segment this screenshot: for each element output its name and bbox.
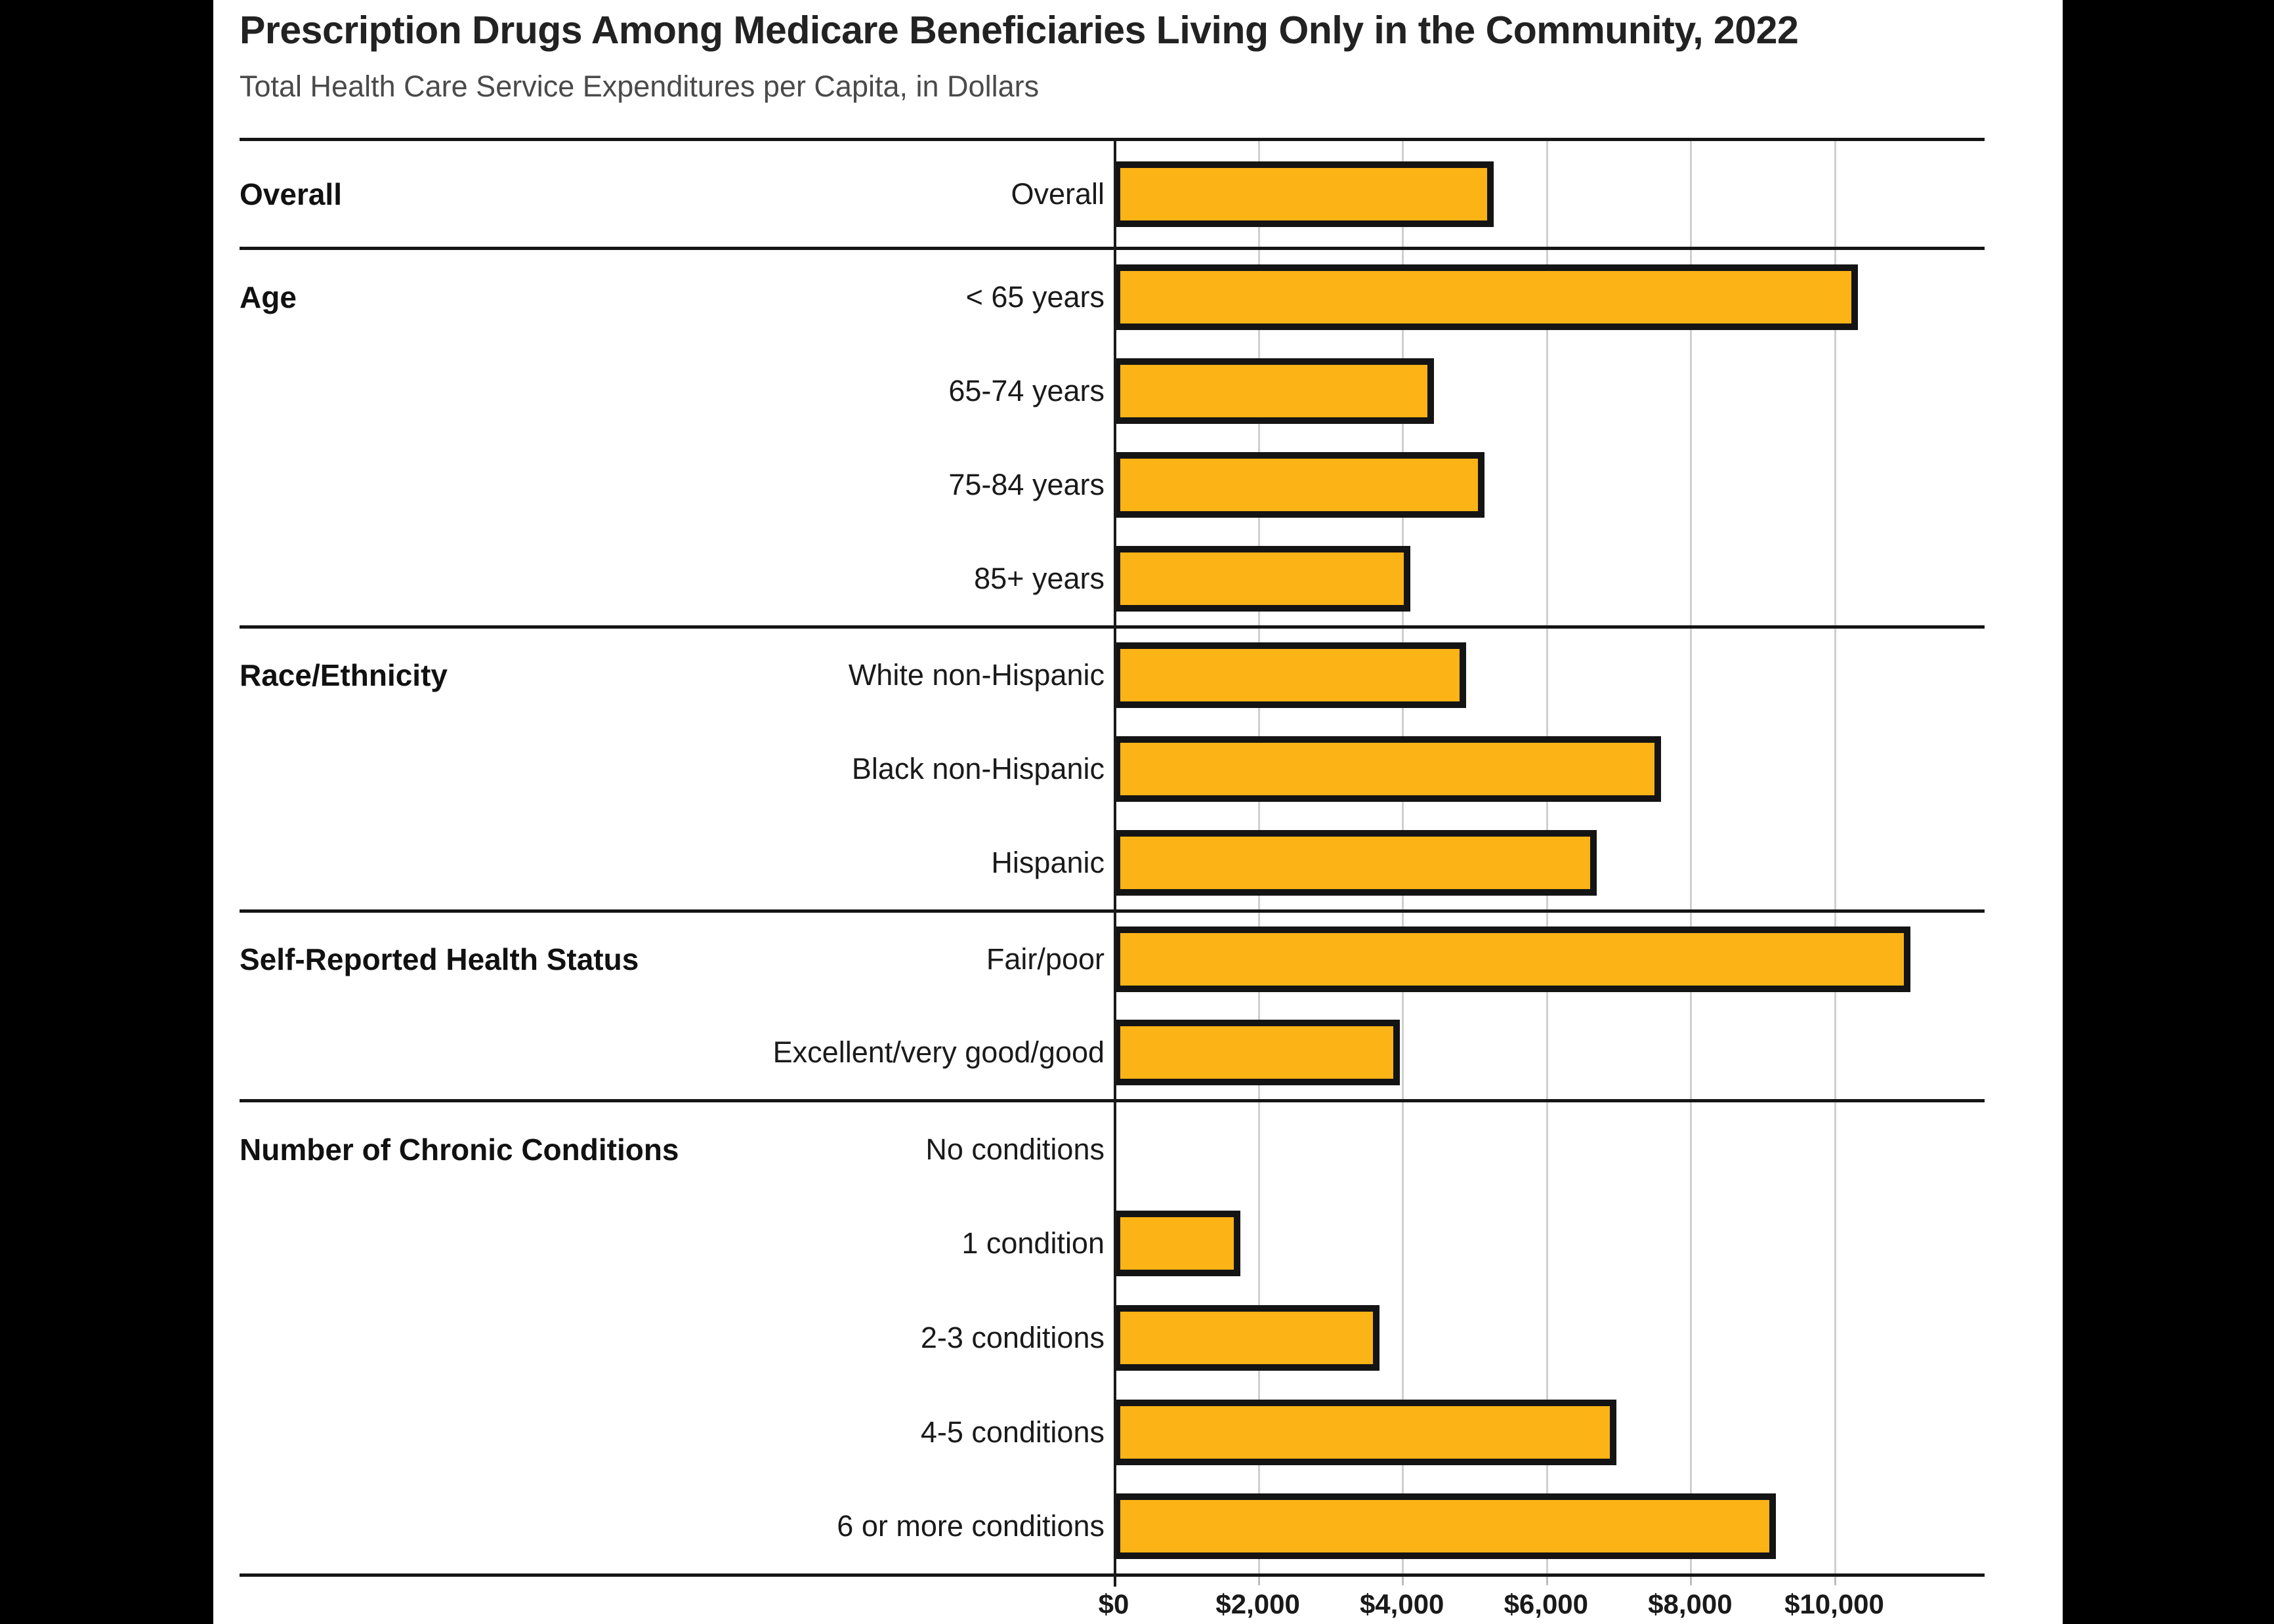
bar-label-1-condition: 1 condition — [961, 1226, 1105, 1260]
x-tick-label-0: $0 — [1098, 1589, 1129, 1619]
bar-label-no-conditions: No conditions — [925, 1132, 1105, 1166]
bar-row-2-3-conditions: 2-3 conditions — [240, 1291, 1985, 1385]
group-label-number-of-chronic-conditions: Number of Chronic Conditions — [240, 1132, 679, 1167]
bar-row-fair-poor: Self-Reported Health Status Fair/poor — [240, 913, 1985, 1006]
bar-row-no-conditions: Number of Chronic Conditions No condition… — [240, 1102, 1985, 1197]
bar-label-white-non-hispanic: White non-Hispanic — [848, 658, 1105, 692]
x-tick-10000 — [1834, 1577, 1836, 1585]
y-axis-zero-line — [1114, 138, 1116, 1586]
bar-65-74-years — [1114, 358, 1434, 424]
bar-hispanic — [1114, 829, 1597, 896]
bar-row-6-or-more-conditions: 6 or more conditions — [240, 1479, 1985, 1573]
bar-chart-plot-area: Overall Overall Age < 65 years 65-74 years 75… — [240, 138, 1985, 1586]
x-tick-4000 — [1402, 1577, 1404, 1585]
x-tick-6000 — [1546, 1577, 1548, 1585]
bar-1-condition — [1114, 1211, 1240, 1277]
bar-row-hispanic: Hispanic — [240, 816, 1985, 909]
section-age: Age < 65 years 65-74 years 75-84 years 85+ y… — [240, 247, 1985, 625]
bar-label-excellent-very-good-good: Excellent/very good/good — [772, 1035, 1105, 1069]
bar-black-non-hispanic — [1114, 736, 1661, 802]
x-tick-label-10000: $10,000 — [1784, 1589, 1884, 1619]
x-tick-label-4000: $4,000 — [1359, 1589, 1444, 1619]
chart-panel: Prescription Drugs Among Medicare Benefi… — [213, 0, 2063, 1624]
bar-row-85-years: 85+ years — [240, 531, 1985, 625]
bar-row-excellent-very-good-good: Excellent/very good/good — [240, 1006, 1985, 1099]
bar-row-65-years: Age < 65 years — [240, 250, 1985, 344]
bar-65-years — [1114, 264, 1858, 330]
bar-label-6-or-more-conditions: 6 or more conditions — [837, 1509, 1105, 1543]
bar-row-4-5-conditions: 4-5 conditions — [240, 1385, 1985, 1480]
bar-excellent-very-good-good — [1114, 1020, 1400, 1085]
bar-label-65-74-years: 65-74 years — [948, 373, 1105, 407]
x-tick-label-2000: $2,000 — [1215, 1589, 1300, 1619]
bar-label-hispanic: Hispanic — [991, 845, 1105, 879]
bar-row-1-condition: 1 condition — [240, 1197, 1985, 1291]
x-axis: $0 $2,000 $4,000 $6,000 $8,000 $10,000 — [240, 1577, 1985, 1624]
section-self-reported-health-status: Self-Reported Health Status Fair/poor Exce… — [240, 909, 1985, 1099]
group-label-race-ethnicity: Race/Ethnicity — [240, 658, 448, 693]
group-label-overall: Overall — [240, 177, 342, 211]
bar-row-overall: Overall Overall — [240, 141, 1985, 247]
bar-label-2-3-conditions: 2-3 conditions — [920, 1320, 1105, 1354]
chart-title: Prescription Drugs Among Medicare Benefi… — [240, 9, 1799, 52]
bar-row-white-non-hispanic: Race/Ethnicity White non-Hispanic — [240, 629, 1985, 722]
bar-85-years — [1114, 545, 1410, 612]
section-race-ethnicity: Race/Ethnicity White non-Hispanic Black no… — [240, 625, 1985, 909]
bar-4-5-conditions — [1114, 1399, 1616, 1465]
x-tick-label-8000: $8,000 — [1648, 1589, 1733, 1619]
bar-6-or-more-conditions — [1114, 1493, 1776, 1560]
bar-row-65-74-years: 65-74 years — [240, 344, 1985, 438]
x-tick-8000 — [1690, 1577, 1693, 1585]
bar-white-non-hispanic — [1114, 642, 1466, 709]
chart-subtitle: Total Health Care Service Expenditures p… — [240, 70, 1040, 103]
bar-label-fair-poor: Fair/poor — [986, 942, 1105, 976]
bar-75-84-years — [1114, 451, 1484, 518]
bar-label-4-5-conditions: 4-5 conditions — [920, 1415, 1105, 1449]
bar-label-65-years: < 65 years — [965, 280, 1105, 314]
section-overall: Overall Overall — [240, 138, 1985, 247]
gridline-10000 — [1834, 138, 1836, 1573]
group-label-self-reported-health-status: Self-Reported Health Status — [240, 942, 639, 976]
gridline-8000 — [1690, 138, 1693, 1573]
bar-label-overall: Overall — [1011, 177, 1105, 211]
bar-label-85-years: 85+ years — [974, 561, 1105, 595]
section-number-of-chronic-conditions: Number of Chronic Conditions No condition… — [240, 1099, 1985, 1573]
bar-row-black-non-hispanic: Black non-Hispanic — [240, 722, 1985, 816]
x-tick-label-6000: $6,000 — [1504, 1589, 1589, 1619]
bar-fair-poor — [1114, 927, 1910, 992]
bar-overall — [1114, 161, 1494, 227]
bar-row-75-84-years: 75-84 years — [240, 438, 1985, 531]
bar-2-3-conditions — [1114, 1304, 1379, 1371]
bar-label-black-non-hispanic: Black non-Hispanic — [851, 752, 1105, 785]
bar-label-75-84-years: 75-84 years — [948, 467, 1105, 501]
x-tick-2000 — [1257, 1577, 1260, 1585]
group-label-age: Age — [240, 280, 297, 314]
